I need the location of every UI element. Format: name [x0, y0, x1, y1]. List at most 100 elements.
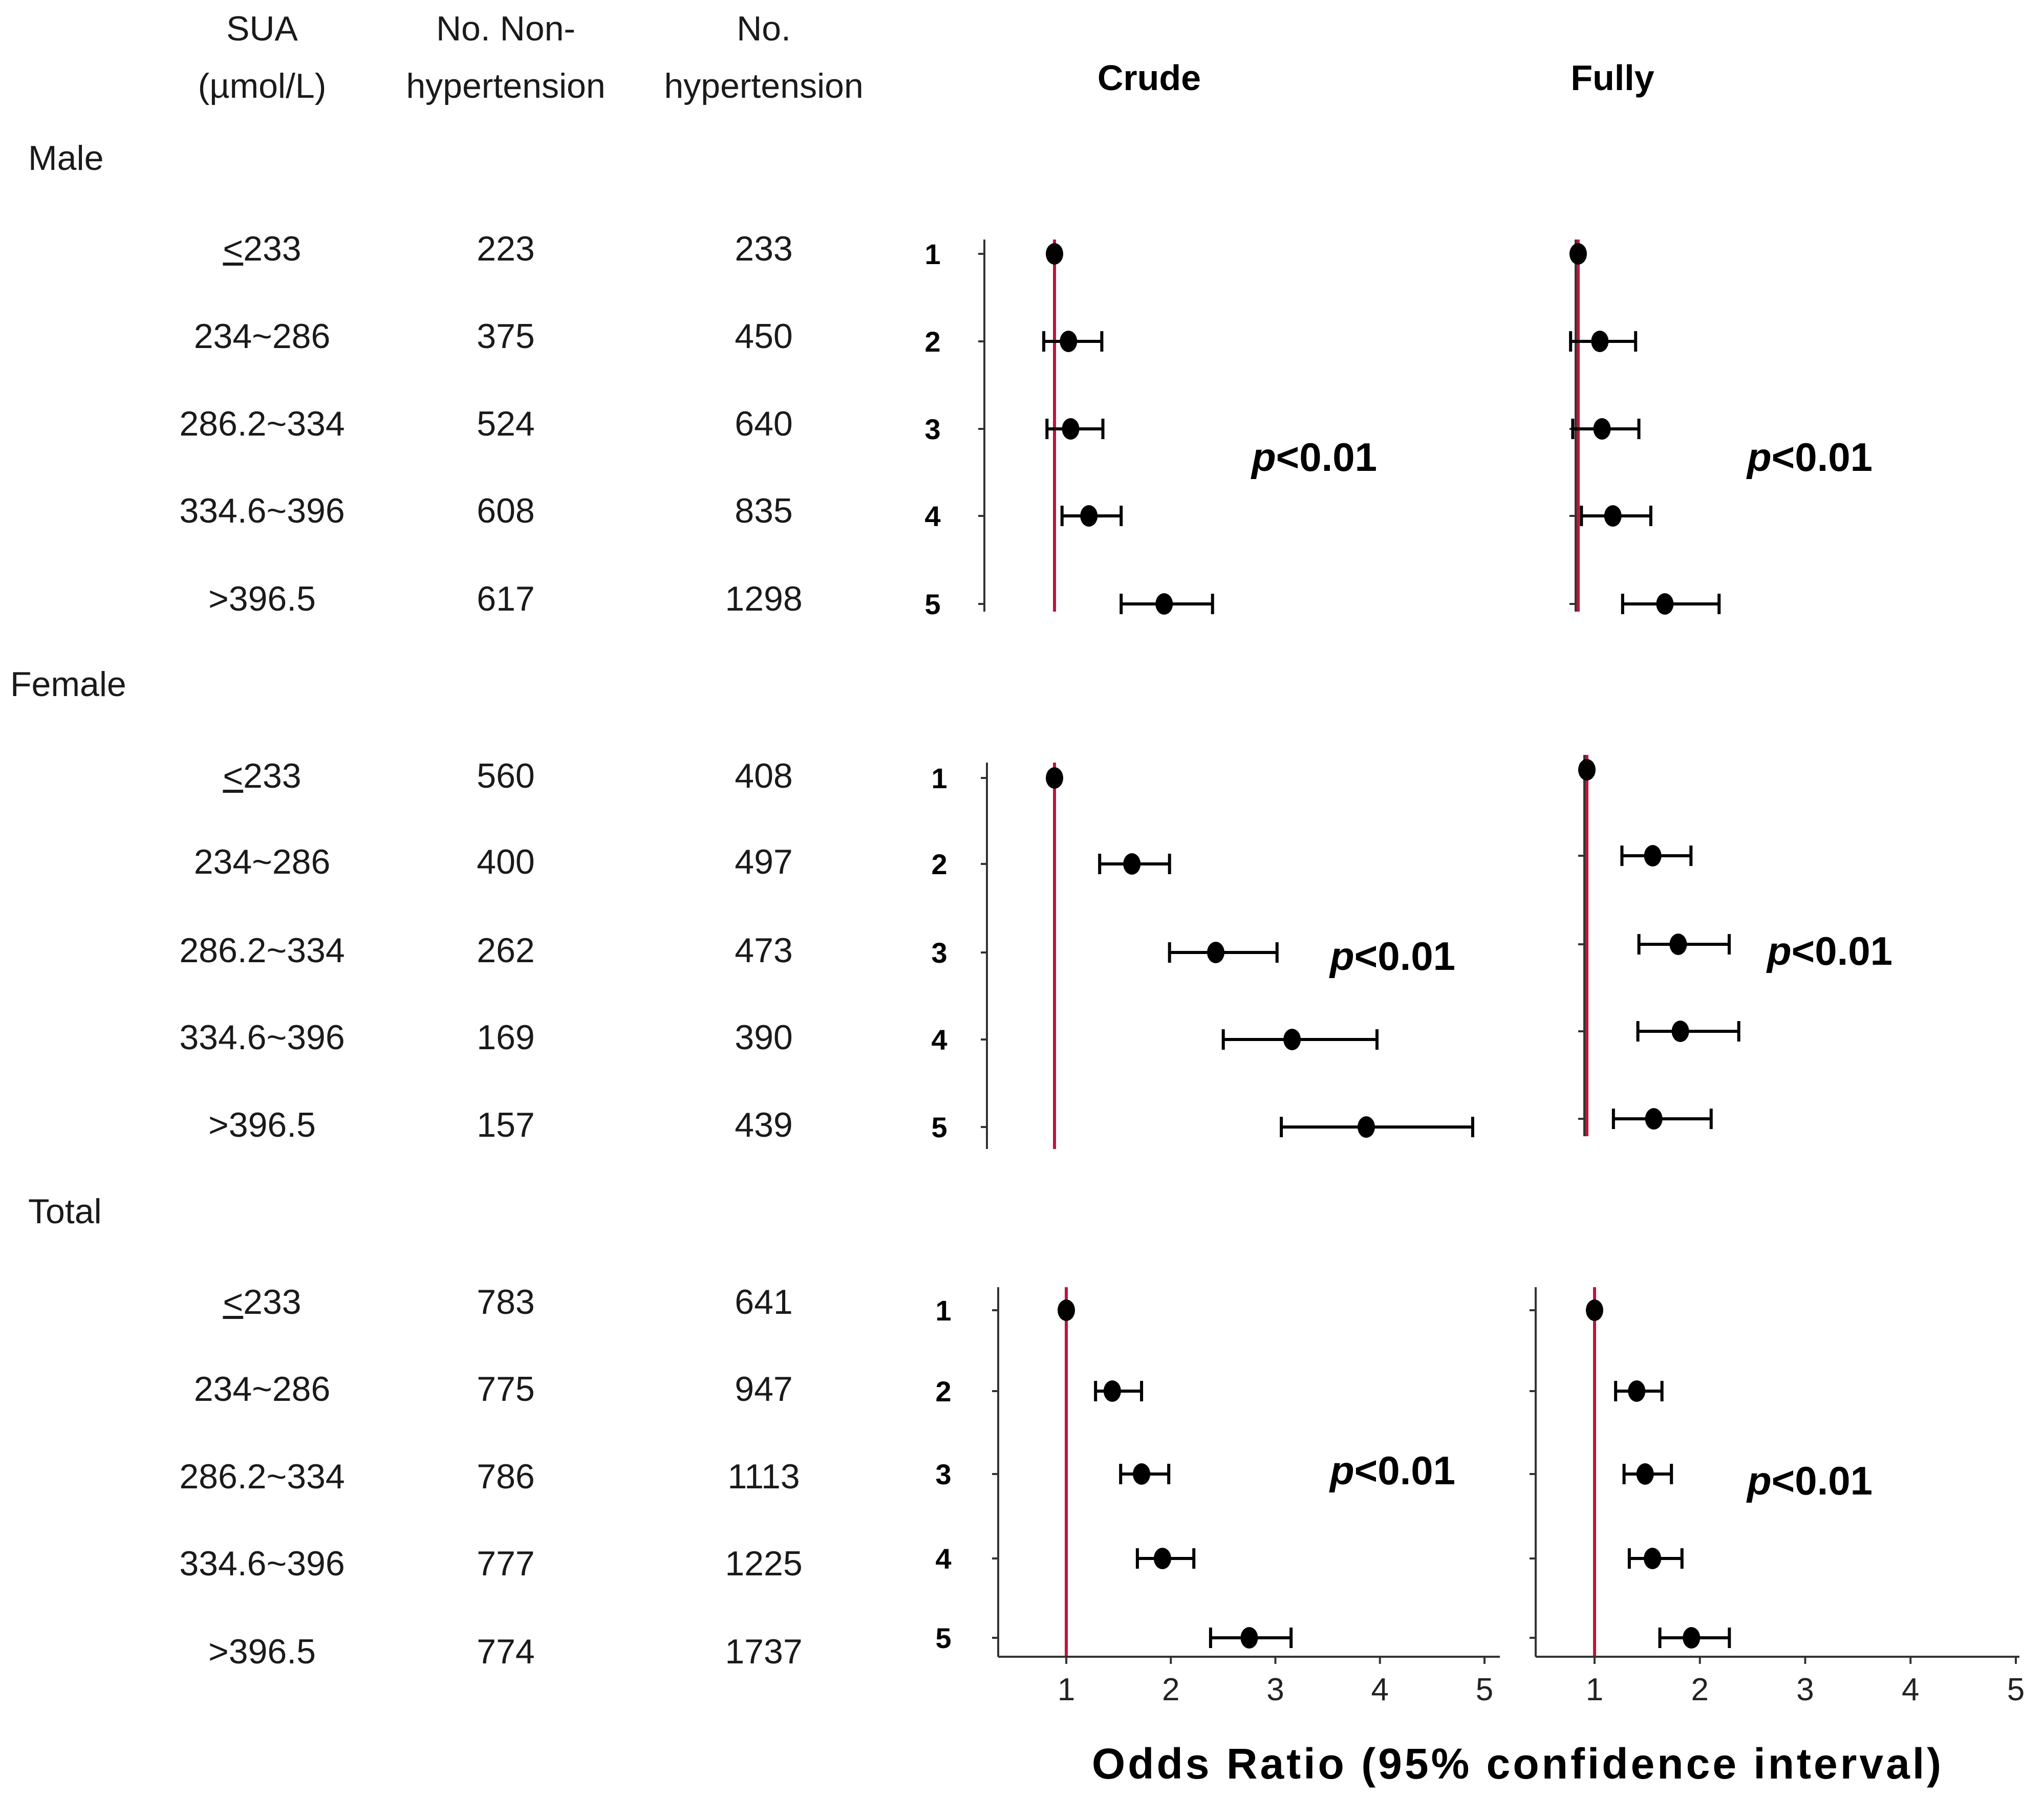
p-value-symbol: p — [1766, 928, 1792, 973]
table-cell-sua: 286.2~334 — [179, 404, 345, 443]
p-value-text: <0.01 — [1354, 1448, 1455, 1493]
group-label-total: Total — [28, 1192, 102, 1231]
p-value-text: <0.01 — [1792, 928, 1892, 973]
x-tick-label: 4 — [1371, 1672, 1389, 1707]
table-cell-hyp: 450 — [735, 317, 793, 356]
table-cell-non: 775 — [477, 1370, 535, 1409]
or-point — [1060, 331, 1078, 352]
or-point — [1046, 243, 1063, 265]
table-cell-hyp: 1298 — [725, 579, 803, 618]
table-cell-sua: >396.5 — [208, 579, 316, 618]
x-tick-label: 1 — [1058, 1672, 1075, 1707]
table-cell-hyp: 497 — [735, 842, 793, 881]
p-value-label: p<0.01 — [1329, 934, 1455, 979]
table-cell-non: 774 — [477, 1632, 535, 1671]
p-value-symbol: p — [1746, 435, 1772, 480]
row-label: 2 — [935, 1375, 951, 1407]
header-sua-line1: SUA — [226, 9, 298, 48]
p-value-label: p<0.01 — [1746, 435, 1873, 480]
table-cell-hyp: 408 — [735, 756, 793, 795]
p-value-symbol: p — [1329, 1448, 1354, 1493]
table-cell-sua: 286.2~334 — [179, 931, 345, 970]
header-hypertension-line2: hypertension — [664, 67, 864, 105]
row-label: 1 — [931, 762, 947, 794]
or-point — [1669, 934, 1687, 955]
table-cell-hyp: 390 — [735, 1018, 793, 1057]
x-tick-label: 5 — [2007, 1672, 2025, 1707]
table-cell-non: 783 — [477, 1283, 535, 1322]
or-point — [1133, 1463, 1151, 1485]
table-cell-sua: 334.6~396 — [179, 1018, 345, 1057]
p-value-text: <0.01 — [1354, 934, 1455, 979]
or-point — [1591, 331, 1609, 352]
row-label: 3 — [931, 937, 947, 969]
or-point — [1671, 1021, 1689, 1042]
row-label: 1 — [935, 1294, 951, 1327]
row-label: 3 — [924, 413, 940, 445]
or-point — [1103, 1380, 1121, 1402]
or-point — [1046, 767, 1063, 789]
or-point — [1358, 1116, 1375, 1138]
table-cell-hyp: 1737 — [725, 1632, 803, 1671]
row-label: 3 — [935, 1458, 951, 1490]
header-hypertension: No. hypertension — [664, 0, 863, 115]
panel-title-fully: Fully — [1570, 58, 1654, 98]
p-value-label: p<0.01 — [1766, 928, 1892, 973]
table-cell-sua: >396.5 — [208, 1106, 316, 1144]
table-cell-non: 524 — [477, 404, 535, 443]
table-cell-hyp: 640 — [735, 404, 793, 443]
row-label: 2 — [931, 848, 947, 880]
row-label: 5 — [931, 1111, 947, 1143]
table-cell-sua: 334.6~396 — [179, 1544, 345, 1583]
or-point — [1080, 505, 1098, 527]
or-point — [1628, 1380, 1646, 1402]
or-point — [1593, 418, 1611, 440]
p-value-symbol: p — [1329, 934, 1354, 979]
table-cell-non: 157 — [477, 1106, 535, 1144]
or-point — [1283, 1029, 1301, 1050]
or-point — [1153, 1548, 1171, 1569]
group-label-female: Female — [10, 665, 126, 704]
row-label: 4 — [931, 1024, 947, 1056]
table-cell-sua: <233 — [223, 229, 302, 268]
table-cell-sua: 234~286 — [193, 1370, 331, 1409]
header-non-hypertension: No. Non- hypertension — [406, 0, 605, 115]
or-point — [1586, 1299, 1603, 1321]
x-tick-label: 3 — [1796, 1672, 1814, 1707]
table-cell-hyp: 1113 — [727, 1457, 800, 1496]
table-cell-non: 375 — [477, 317, 535, 356]
table-cell-hyp: 835 — [735, 491, 793, 530]
table-cell-non: 608 — [477, 491, 535, 530]
row-label: 1 — [924, 238, 940, 270]
p-value-text: <0.01 — [1772, 435, 1873, 480]
p-value-label: p<0.01 — [1329, 1448, 1455, 1493]
table-cell-non: 617 — [477, 579, 535, 618]
group-label-male: Male — [28, 139, 104, 178]
x-tick-label: 5 — [1476, 1672, 1493, 1707]
table-cell-non: 262 — [477, 931, 535, 970]
p-value-symbol: p — [1251, 435, 1276, 480]
row-label: 4 — [935, 1543, 951, 1575]
x-tick-label: 4 — [1902, 1672, 1919, 1707]
x-tick-label: 2 — [1691, 1672, 1709, 1707]
or-point — [1569, 243, 1587, 265]
table-cell-hyp: 1225 — [725, 1544, 803, 1583]
or-point — [1240, 1627, 1258, 1649]
or-point — [1207, 942, 1224, 963]
table-cell-non: 400 — [477, 842, 535, 881]
table-cell-non: 786 — [477, 1457, 535, 1496]
or-point — [1058, 1299, 1075, 1321]
x-tick-label: 3 — [1266, 1672, 1284, 1707]
x-axis-title: Odds Ratio (95% confidence interval) — [1091, 1740, 1944, 1788]
or-point — [1155, 593, 1173, 615]
table-cell-sua: 286.2~334 — [179, 1457, 345, 1496]
table-cell-sua: 334.6~396 — [179, 491, 345, 530]
panel-title-crude: Crude — [1097, 58, 1201, 98]
header-sua-line2: (µmol/L) — [198, 67, 327, 105]
or-point — [1656, 593, 1674, 615]
table-cell-non: 560 — [477, 756, 535, 795]
table-cell-sua: <233 — [223, 756, 302, 795]
or-point — [1644, 1548, 1662, 1569]
or-point — [1062, 418, 1080, 440]
